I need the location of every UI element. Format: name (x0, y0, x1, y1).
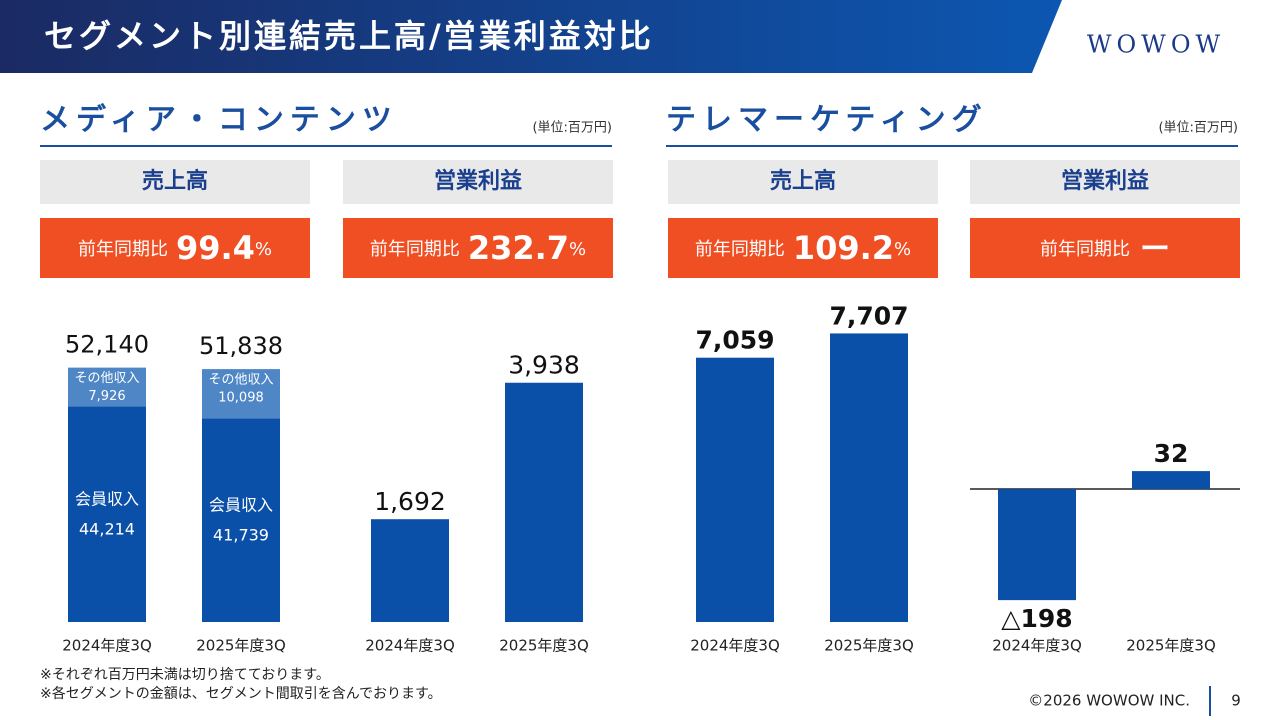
bar (371, 519, 449, 622)
bar-segment (68, 406, 146, 622)
yoy-label: 前年同期比 (78, 239, 168, 260)
page-number: 9 (1231, 692, 1241, 710)
unit-label: (単位:百万円) (532, 120, 612, 136)
total-label: 51,838 (199, 332, 283, 360)
yoy-box (970, 218, 1240, 278)
segment-name: 会員収入 (209, 496, 273, 515)
section-title: テレマーケティング (666, 103, 988, 138)
bar-segment (202, 369, 280, 419)
yoy-label: 前年同期比 (695, 239, 785, 260)
note: ※それぞれ百万円未満は切り捨てております。 (40, 666, 330, 683)
chart-title: 売上高 (142, 168, 208, 194)
value-label: 3,938 (508, 351, 580, 380)
section-title: メディア・コンテンツ (40, 103, 398, 138)
segment-name: 会員収入 (75, 490, 139, 509)
segment-value: 7,926 (88, 389, 125, 404)
bar (505, 382, 583, 622)
segment-name: その他収入 (74, 371, 139, 386)
x-tick-label: 2025年度3Q (824, 637, 914, 655)
yoy-unit: % (255, 239, 272, 260)
yoy-text: 前年同期比ー (1040, 232, 1170, 267)
total-label: 52,140 (65, 331, 149, 359)
bar (998, 489, 1076, 601)
segment-name: その他収入 (208, 373, 273, 388)
yoy-value: 232.7 (468, 229, 569, 267)
yoy-text: 前年同期比 232.7% (370, 229, 586, 267)
yoy-value: 99.4 (176, 229, 255, 267)
yoy-box (668, 218, 938, 278)
note: ※各セグメントの金額は、セグメント間取引を含んでおります。 (40, 686, 442, 702)
chart-title: 営業利益 (434, 168, 522, 194)
yoy-unit: % (894, 239, 911, 260)
x-tick-label: 2025年度3Q (196, 637, 286, 655)
unit-label: (単位:百万円) (1158, 120, 1238, 136)
x-tick-label: 2024年度3Q (62, 637, 152, 655)
x-tick-label: 2024年度3Q (992, 637, 1082, 655)
bar (696, 357, 774, 622)
header-band (0, 0, 1062, 73)
yoy-box (343, 218, 613, 278)
title-box (668, 160, 938, 204)
segment-value: 44,214 (79, 520, 135, 539)
yoy-unit: % (569, 239, 586, 260)
bar (1132, 471, 1210, 490)
segment-value: 10,098 (218, 391, 264, 406)
page-title: セグメント別連結売上高/営業利益対比 (44, 17, 654, 55)
title-box (970, 160, 1240, 204)
value-label: 7,059 (695, 326, 774, 355)
bar-segment (68, 367, 146, 407)
chart-title: 営業利益 (1061, 168, 1149, 194)
yoy-label: 前年同期比 (1040, 239, 1130, 260)
value-label: 7,707 (829, 301, 908, 330)
yoy-box (40, 218, 310, 278)
segment-value: 41,739 (213, 526, 269, 545)
yoy-text: 前年同期比 99.4% (78, 229, 272, 267)
bar-segment (202, 418, 280, 622)
yoy-value: 109.2 (793, 229, 894, 267)
x-tick-label: 2024年度3Q (365, 637, 455, 655)
yoy-label: 前年同期比 (370, 239, 460, 260)
value-label: 1,692 (374, 487, 446, 516)
value-label: △198 (1001, 604, 1072, 633)
x-tick-label: 2024年度3Q (690, 637, 780, 655)
yoy-value: ー (1140, 232, 1170, 267)
logo: WOWOW (1087, 31, 1225, 59)
yoy-text: 前年同期比 109.2% (695, 229, 911, 267)
copyright: ©2026 WOWOW INC. (1028, 692, 1190, 710)
title-box (40, 160, 310, 204)
title-box (343, 160, 613, 204)
x-tick-label: 2025年度3Q (499, 637, 589, 655)
chart-title: 売上高 (770, 168, 836, 194)
x-tick-label: 2025年度3Q (1126, 637, 1216, 655)
bar (830, 333, 908, 622)
value-label: 32 (1154, 439, 1189, 468)
